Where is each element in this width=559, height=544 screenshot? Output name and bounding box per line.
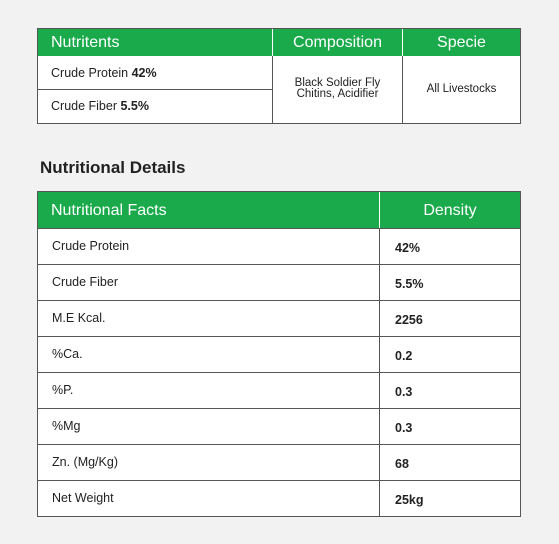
nutrient-row-protein: Crude Protein 42% [38, 56, 273, 90]
details-table: Nutritional Facts Density Crude Protein … [37, 191, 521, 517]
fact-cell: %Mg [38, 409, 380, 444]
fact-cell: Crude Fiber [38, 265, 380, 300]
nutrient-row-fiber: Crude Fiber 5.5% [38, 90, 273, 123]
table-row: %Ca. 0.2 [38, 336, 520, 372]
composition-table: Nutritents Composition Specie Crude Prot… [37, 28, 521, 124]
table-row: Crude Fiber 5.5% [38, 264, 520, 300]
composition-line: Chitins, Acidifier [296, 88, 379, 100]
fact-cell: %Ca. [38, 337, 380, 372]
fact-cell: M.E Kcal. [38, 301, 380, 336]
density-cell: 0.3 [395, 385, 413, 399]
density-cell: 68 [395, 457, 409, 471]
table-row: Zn. (Mg/Kg) 68 [38, 444, 520, 480]
table-row: Net Weight 25kg [38, 480, 520, 516]
table-row: %P. 0.3 [38, 372, 520, 408]
nutrient-label: Crude Fiber [51, 99, 117, 113]
density-cell: 42% [395, 241, 421, 255]
table-row: M.E Kcal. 2256 [38, 300, 520, 336]
header-nutritional-facts: Nutritional Facts [38, 192, 380, 229]
density-cell: 25kg [395, 493, 424, 507]
nutrient-value: 5.5% [120, 99, 149, 113]
header-composition: Composition [273, 29, 403, 56]
header-nutrients: Nutritents [38, 29, 273, 56]
header-specie: Specie [403, 29, 520, 56]
composition-line: Black Soldier Fly [294, 77, 381, 89]
fact-cell: Crude Protein [38, 229, 380, 264]
header-density: Density [380, 192, 520, 229]
nutrient-label: Crude Protein [51, 66, 129, 80]
fact-cell: %P. [38, 373, 380, 408]
density-cell: 5.5% [395, 277, 424, 291]
density-cell: 2256 [395, 313, 423, 327]
section-title: Nutritional Details [40, 158, 186, 177]
composition-cell: Black Soldier Fly Chitins, Acidifier [273, 56, 403, 123]
table-row: Crude Protein 42% [38, 228, 520, 264]
density-cell: 0.3 [395, 421, 413, 435]
table-row: %Mg 0.3 [38, 408, 520, 444]
density-cell: 0.2 [395, 349, 413, 363]
fact-cell: Zn. (Mg/Kg) [38, 445, 380, 480]
specie-cell: All Livestocks [403, 56, 520, 123]
fact-cell: Net Weight [38, 481, 380, 516]
nutrient-value: 42% [131, 66, 157, 80]
